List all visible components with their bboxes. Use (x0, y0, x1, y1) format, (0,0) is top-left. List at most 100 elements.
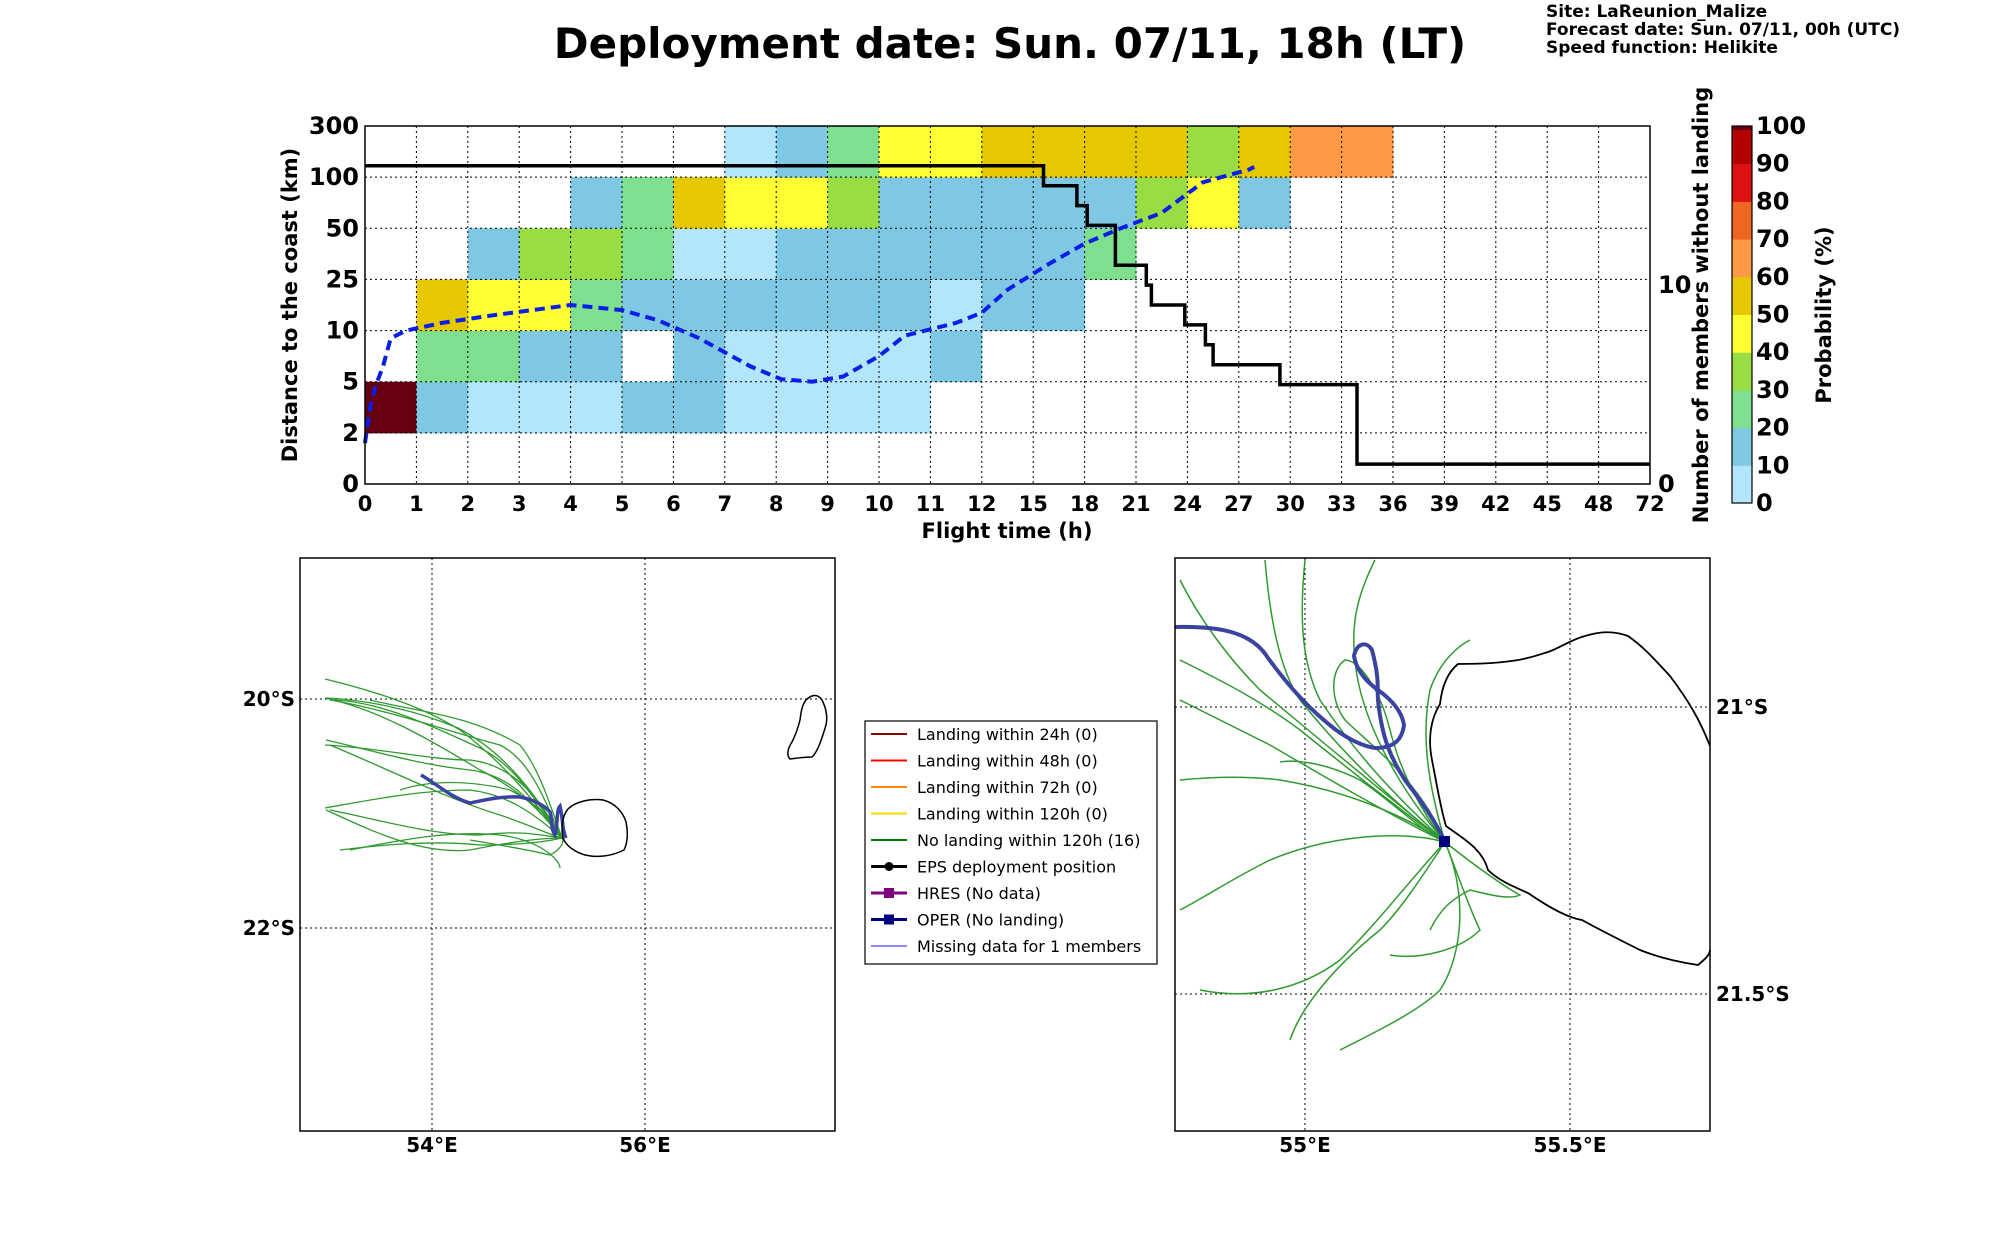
heatmap-cell (776, 279, 829, 332)
heatmap-cell (776, 126, 829, 178)
x-tick-label: 30 (1276, 492, 1305, 516)
heatmap-cell (827, 330, 880, 383)
heatmap-cell (1136, 126, 1188, 178)
map-regional-grid (300, 558, 835, 1131)
heatmap-cell (981, 126, 1034, 178)
heatmap-cell (519, 228, 572, 280)
figure-title: Deployment date: Sun. 07/11, 18h (LT) (554, 19, 1467, 68)
legend-label: Missing data for 1 members (917, 937, 1141, 956)
heatmap-cell (724, 228, 777, 280)
x-tick-label: 45 (1533, 492, 1562, 516)
legend-item: No landing within 120h (16) (871, 831, 1140, 850)
colorbar-cell (1732, 352, 1752, 391)
heatmap-cell (673, 228, 726, 280)
heatmap-cell (776, 330, 829, 383)
heatmap-cell (1187, 126, 1240, 178)
legend-label: HRES (No data) (917, 884, 1041, 903)
heatmap-cell (1084, 126, 1137, 178)
colorbar-cells (1732, 126, 1752, 504)
heatmap-cell (930, 330, 983, 383)
y-tick-label: 0 (342, 470, 359, 498)
mean-distance-curve (363, 165, 1256, 444)
heatmap-cell (673, 381, 726, 434)
member-track (1279, 760, 1446, 843)
map-zoom-lon-tick: 55°E (1279, 1133, 1331, 1157)
y2-tick-label: 10 (1658, 271, 1691, 299)
colorbar-cell (1732, 465, 1752, 504)
member-track (339, 837, 563, 851)
map-zoom-lat-tick: 21°S (1716, 695, 1768, 719)
colorbar-tick-label: 0 (1756, 489, 1773, 517)
speed-function-label: Speed function: Helikite (1546, 38, 1778, 58)
member-track (325, 739, 563, 839)
member-track (1179, 835, 1446, 911)
colorbar-cell (1732, 201, 1752, 240)
heatmap-cell (570, 330, 623, 383)
heatmap-cell (673, 330, 726, 383)
reunion-island-coast (561, 798, 629, 858)
colorbar-tick-label: 80 (1756, 187, 1789, 215)
heatmap-cell (622, 228, 674, 280)
member-track (1389, 841, 1481, 957)
member-track (329, 744, 563, 839)
member-track (329, 809, 563, 839)
x-tick-label: 72 (1635, 492, 1664, 516)
heatmap-cell (519, 330, 572, 383)
heatmap-cell (981, 177, 1034, 229)
map-zoom-frame (1174, 557, 1711, 1132)
heatmap-cell (879, 279, 931, 332)
heatmap-cell (1033, 279, 1086, 332)
heatmap-cell (827, 381, 880, 434)
heatmap-cell (416, 381, 469, 434)
y-tick-label: 300 (309, 112, 359, 140)
legend-item: OPER (No landing) (871, 911, 1064, 930)
legend-label: Landing within 24h (0) (917, 725, 1098, 744)
member-track (1179, 579, 1446, 843)
heatmap-cell (776, 228, 829, 280)
heatmap-cell (724, 381, 777, 434)
heatmap-cell (622, 177, 674, 229)
y-tick-label: 25 (326, 265, 359, 293)
heatmap-cell (1187, 177, 1240, 229)
x-tick-label: 8 (769, 492, 784, 516)
map-regional-lat-tick: 20°S (243, 687, 295, 711)
colorbar-tick-label: 40 (1756, 338, 1789, 366)
x-tick-label: 6 (666, 492, 681, 516)
y-tick-label: 5 (342, 368, 359, 396)
y2-axis-ticks: 0 10 (1658, 271, 1691, 498)
legend-label: Landing within 72h (0) (917, 778, 1098, 797)
heatmap-cell (776, 381, 829, 434)
mauritius-island-coast (787, 694, 828, 760)
heatmap-cell (724, 279, 777, 332)
heatmap-cell (1238, 126, 1291, 178)
map-regional-lon-tick: 56°E (619, 1133, 671, 1157)
legend-frame (864, 720, 1158, 965)
x-tick-label: 21 (1121, 492, 1150, 516)
member-track (1179, 776, 1446, 843)
colorbar-cell (1732, 389, 1752, 429)
heatmap-cell (1033, 126, 1086, 178)
x-tick-label: 1 (409, 492, 424, 516)
x-tick-label: 15 (1019, 492, 1048, 516)
forecast-date-label: Forecast date: Sun. 07/11, 00h (UTC) (1546, 20, 1900, 40)
x-tick-label: 11 (916, 492, 945, 516)
heatmap-cell (1084, 228, 1137, 280)
y-axis-label: Distance to the coast (km) (278, 148, 302, 463)
heatmap-cell (1136, 177, 1188, 229)
x-tick-label: 12 (967, 492, 996, 516)
colorbar-tick-label: 20 (1756, 414, 1789, 442)
heatmap-cell (827, 279, 880, 332)
legend-item: Landing within 72h (0) (871, 778, 1098, 797)
member-track (1179, 699, 1446, 843)
trajectory-map-zoom: 21°S 21.5°S 55°E 55.5°E (1174, 557, 1790, 1157)
map-regional-lat-tick: 22°S (243, 916, 295, 940)
x-tick-label: 39 (1430, 492, 1459, 516)
y-tick-label: 2 (342, 419, 359, 447)
legend-marker (884, 914, 894, 925)
ensemble-member-tracks-zoom (1179, 559, 1522, 1051)
legend-item: Landing within 48h (0) (871, 752, 1098, 771)
heatmap-cell (879, 228, 931, 280)
member-track (369, 699, 563, 839)
trajectory-map-regional: 20°S 22°S 54°E 56°E (243, 557, 836, 1157)
colorbar-tick-label: 60 (1756, 263, 1789, 291)
